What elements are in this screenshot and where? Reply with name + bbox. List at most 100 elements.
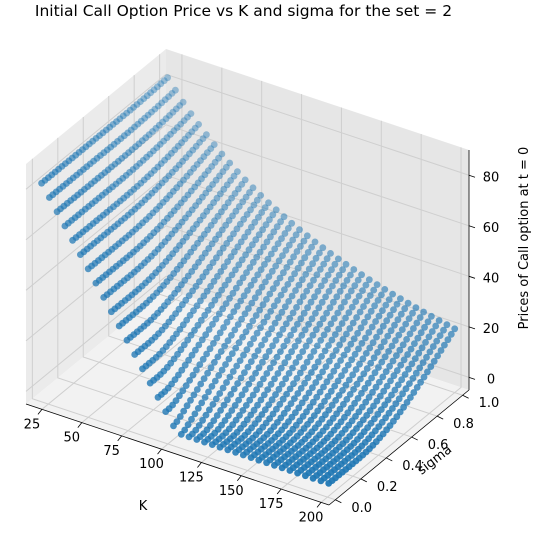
data-point bbox=[272, 336, 280, 344]
data-point bbox=[316, 249, 323, 257]
data-point bbox=[329, 282, 336, 290]
data-point bbox=[430, 357, 438, 365]
data-point bbox=[227, 313, 234, 321]
data-point bbox=[213, 412, 221, 419]
data-point bbox=[174, 142, 182, 150]
data-point bbox=[342, 260, 350, 268]
data-point bbox=[200, 292, 208, 300]
data-point bbox=[366, 292, 374, 299]
data-point bbox=[250, 406, 258, 414]
data-point bbox=[396, 408, 404, 416]
data-point bbox=[273, 405, 280, 413]
data-point bbox=[423, 353, 430, 361]
data-point bbox=[290, 253, 297, 261]
data-point bbox=[327, 373, 334, 380]
data-point bbox=[193, 161, 201, 168]
data-point bbox=[209, 401, 217, 408]
data-point bbox=[182, 382, 190, 389]
data-point bbox=[214, 353, 222, 361]
data-point bbox=[373, 281, 381, 288]
data-point bbox=[221, 281, 229, 289]
data-point bbox=[203, 287, 211, 295]
data-point bbox=[184, 336, 192, 344]
data-point bbox=[302, 342, 310, 350]
data-point bbox=[279, 252, 286, 259]
data-point bbox=[274, 297, 281, 304]
data-point bbox=[417, 378, 424, 386]
data-point bbox=[298, 331, 306, 339]
data-point bbox=[271, 375, 278, 383]
data-point bbox=[204, 306, 212, 314]
y-gridline bbox=[31, 158, 336, 501]
data-point bbox=[437, 347, 445, 354]
data-point bbox=[325, 480, 333, 487]
data-point bbox=[291, 395, 298, 402]
data-point bbox=[185, 433, 193, 441]
data-point bbox=[211, 158, 219, 166]
data-point bbox=[242, 328, 250, 336]
data-point bbox=[251, 294, 259, 302]
data-point bbox=[352, 366, 360, 373]
data-point bbox=[186, 311, 194, 319]
data-point bbox=[230, 172, 238, 180]
data-point bbox=[215, 372, 223, 379]
data-point bbox=[287, 331, 294, 339]
data-point bbox=[249, 317, 257, 325]
data-point bbox=[336, 341, 343, 349]
data-point bbox=[409, 375, 417, 382]
data-point bbox=[227, 253, 235, 261]
data-point bbox=[324, 326, 331, 333]
data-point bbox=[257, 266, 265, 273]
data-point bbox=[242, 402, 250, 409]
data-point bbox=[241, 176, 249, 184]
data-point bbox=[214, 291, 222, 299]
data-point bbox=[243, 346, 251, 353]
data-point bbox=[155, 121, 163, 129]
data-point bbox=[208, 383, 216, 390]
data-point bbox=[393, 300, 401, 308]
x-tick-mark bbox=[157, 448, 162, 455]
data-point bbox=[351, 399, 358, 407]
data-point bbox=[348, 356, 356, 364]
data-point bbox=[444, 336, 452, 344]
data-point bbox=[235, 203, 243, 210]
data-point bbox=[231, 248, 238, 256]
data-point bbox=[176, 392, 183, 400]
data-point bbox=[278, 235, 285, 243]
data-point bbox=[330, 315, 338, 322]
data-point bbox=[346, 325, 354, 332]
data-point bbox=[210, 277, 218, 285]
data-point bbox=[230, 308, 238, 315]
x-tick-mark bbox=[276, 488, 282, 495]
data-point bbox=[264, 330, 272, 338]
data-point bbox=[334, 255, 342, 263]
data-point bbox=[205, 326, 213, 333]
x-tick-label: 125 bbox=[179, 470, 204, 485]
data-point bbox=[427, 363, 435, 370]
data-point bbox=[364, 313, 372, 321]
data-point bbox=[389, 290, 396, 298]
data-point bbox=[184, 421, 192, 429]
data-point bbox=[387, 327, 395, 335]
data-point bbox=[376, 328, 384, 335]
data-point bbox=[273, 353, 281, 361]
data-point bbox=[376, 378, 383, 386]
data-point bbox=[201, 438, 208, 446]
data-point bbox=[144, 111, 152, 119]
data-point bbox=[390, 372, 398, 380]
data-point bbox=[436, 332, 444, 339]
data-point bbox=[240, 351, 247, 359]
data-point bbox=[389, 405, 396, 412]
data-point bbox=[241, 233, 249, 241]
data-point bbox=[92, 279, 100, 287]
z-tick-mark bbox=[468, 275, 476, 279]
data-point bbox=[280, 342, 288, 350]
data-point bbox=[350, 266, 358, 273]
data-point bbox=[304, 249, 312, 256]
data-point bbox=[355, 345, 362, 353]
data-point bbox=[225, 412, 232, 419]
x-tick-mark bbox=[37, 409, 43, 415]
data-point bbox=[347, 271, 354, 279]
data-point bbox=[230, 385, 238, 393]
data-point bbox=[409, 309, 416, 317]
